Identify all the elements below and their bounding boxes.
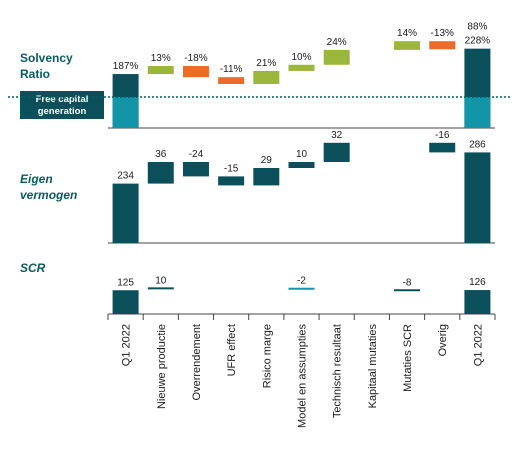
- sr-step-bar: [253, 70, 280, 84]
- category-label: Q1 2022: [472, 324, 484, 366]
- category-label: Kapitaal mutaties: [367, 324, 379, 409]
- scr-step-label: 10: [155, 275, 167, 286]
- ev-end-label: 286: [469, 139, 486, 150]
- category-label: Q1 2022: [121, 324, 133, 366]
- ev-step-bar: [253, 168, 280, 186]
- scr-end-bar: [464, 290, 491, 314]
- ev-end-bar: [464, 152, 491, 243]
- category-labels: Q1 2022 Nieuwe productie Overrendement UFR …: [121, 324, 485, 428]
- category-label: Overig: [437, 324, 449, 356]
- category-label: Model en assumpties: [297, 324, 309, 428]
- ev-step-label: 32: [331, 130, 343, 141]
- sr-end-free-capital: [464, 97, 491, 128]
- sr-end-label: 228%: [465, 36, 491, 47]
- scr-step-bar: [288, 287, 315, 290]
- sr-step-bar: [288, 64, 315, 71]
- ev-step-bar: [218, 176, 245, 186]
- sr-step-label: 24%: [327, 37, 347, 48]
- scr-step-label: -8: [403, 277, 412, 288]
- ev-step-label: 10: [296, 149, 308, 160]
- ev-step-bar: [288, 162, 315, 168]
- sr-end-top-label: 88%: [467, 22, 487, 33]
- ev-step-label: -16: [435, 130, 450, 141]
- ev-step-label: -15: [224, 163, 239, 174]
- scr-title: SCR: [20, 261, 46, 275]
- ev-step-bar: [147, 162, 174, 184]
- category-label: Mutaties SCR: [402, 324, 414, 392]
- ev-step-bar: [182, 162, 209, 177]
- ev-start-label: 234: [117, 171, 134, 182]
- free-capital-legend-box: [20, 91, 104, 119]
- ev-step-label: 36: [155, 149, 167, 160]
- sr-step-label: -18%: [184, 53, 207, 64]
- scr-start-label: 125: [117, 277, 134, 288]
- eigen-title-line1: Eigen: [20, 172, 53, 186]
- sr-step-bar: [394, 41, 421, 50]
- sr-step-bar: [323, 49, 350, 65]
- category-label: UFR effect: [226, 324, 238, 376]
- sr-start-label: 187%: [113, 61, 139, 72]
- free-capital-legend-line1: Free capital: [36, 94, 89, 105]
- free-capital-legend-line2: generation: [38, 106, 87, 117]
- sr-step-bar: [182, 66, 209, 78]
- ev-step-label: -24: [189, 149, 204, 160]
- scr-step-bar: [147, 287, 174, 290]
- sr-step-bar: [218, 77, 245, 84]
- scr-start-bar: [112, 290, 139, 314]
- sr-step-label: -13%: [431, 28, 454, 39]
- scr-end-label: 126: [469, 277, 486, 288]
- eigen-title-line2: vermogen: [20, 188, 77, 202]
- ev-start-bar: [112, 183, 139, 243]
- sr-step-label: 10%: [291, 52, 311, 63]
- chart-marks: 187% 13% -18% -11% 21% 10% 24% 14% -13% 228% 88% 23…: [8, 22, 512, 314]
- sr-step-label: -11%: [220, 64, 243, 75]
- ev-step-label: 29: [261, 155, 273, 166]
- ev-step-bar: [323, 142, 350, 162]
- column-separators: [107, 314, 496, 320]
- sr-step-bar: [429, 41, 456, 50]
- category-label: Risico marge: [261, 324, 273, 388]
- category-label: Nieuwe productie: [156, 324, 168, 409]
- sr-step-label: 14%: [397, 28, 417, 39]
- sr-step-bar: [147, 66, 174, 75]
- sr-start-free-capital: [112, 97, 139, 128]
- sr-step-label: 13%: [151, 53, 171, 64]
- solvency-title-line2: Ratio: [20, 67, 50, 81]
- solvency-title-line1: Solvency: [20, 51, 73, 65]
- category-label: Overrendement: [191, 324, 203, 400]
- category-label: Technisch resultaat: [332, 324, 344, 418]
- sr-step-label: 21%: [256, 58, 276, 69]
- scr-step-label: -2: [297, 276, 306, 287]
- scr-step-bar: [394, 289, 421, 292]
- ev-step-bar: [429, 142, 456, 153]
